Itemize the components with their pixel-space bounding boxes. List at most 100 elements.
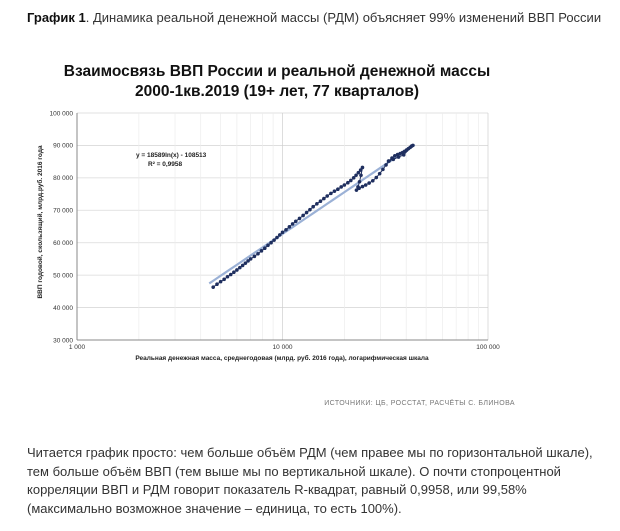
data-point <box>248 257 253 261</box>
data-point <box>401 153 406 157</box>
data-point <box>322 196 326 201</box>
x-tick-label: 1 000 <box>69 344 86 351</box>
data-point <box>215 282 219 287</box>
figure-caption: График 1. Динамика реальной денежной мас… <box>27 10 601 25</box>
data-point <box>386 159 391 163</box>
data-point <box>228 272 233 277</box>
data-point <box>318 199 323 204</box>
data-point <box>243 261 248 265</box>
chart-title: Взаимосвязь ВВП России и реальной денежн… <box>22 62 532 102</box>
data-point <box>311 204 315 209</box>
data-point <box>275 235 279 240</box>
data-point <box>396 155 401 159</box>
data-point <box>325 194 329 198</box>
data-point <box>297 216 302 221</box>
body-line-1: Читается график просто: чем больше объём… <box>27 445 593 460</box>
y-tick-label: 50 000 <box>53 272 73 279</box>
data-point <box>280 230 285 235</box>
data-point <box>377 171 382 176</box>
data-point <box>357 179 362 184</box>
data-point <box>391 157 396 162</box>
body-line-3: корреляции ВВП и РДМ говорит показатель … <box>27 482 527 497</box>
data-point <box>301 213 305 218</box>
data-point <box>370 178 375 183</box>
data-point <box>238 265 242 270</box>
data-point <box>284 227 288 232</box>
source-note: ИСТОЧНИКИ: ЦБ, РОССТАТ, РАСЧЁТЫ С. БЛИНО… <box>324 400 515 407</box>
trend-equation: y = 18589ln(x) - 108513 <box>136 152 207 159</box>
data-point <box>357 186 361 191</box>
data-point <box>262 246 267 251</box>
trend-r2: R² = 0,9958 <box>148 161 183 168</box>
data-point <box>304 210 309 215</box>
y-tick-label: 70 000 <box>53 208 73 215</box>
points-layer <box>211 143 415 289</box>
data-point <box>259 249 264 253</box>
data-point <box>315 202 319 206</box>
data-point <box>332 189 337 193</box>
data-point <box>346 180 350 185</box>
data-point <box>367 181 371 185</box>
trendline <box>208 143 416 285</box>
data-point <box>269 240 273 245</box>
data-point <box>235 268 239 272</box>
y-tick-label: 90 000 <box>53 143 73 150</box>
trend-layer <box>208 143 416 285</box>
data-point <box>329 191 333 196</box>
data-point <box>266 243 270 248</box>
data-point <box>336 187 340 192</box>
data-point <box>351 176 356 180</box>
data-point <box>359 173 363 178</box>
chart-title-line1: Взаимосвязь ВВП России и реальной денежн… <box>63 63 491 80</box>
data-point <box>218 279 223 284</box>
x-tick-label: 100 000 <box>476 344 500 351</box>
data-point <box>339 185 343 189</box>
data-point <box>342 183 347 187</box>
tick-layer: 30 000 40 000 50 000 60 000 70 000 80 000 90 0… <box>50 110 501 351</box>
data-point <box>349 178 353 183</box>
data-point <box>246 259 250 263</box>
y-tick-label: 40 000 <box>53 305 73 312</box>
y-axis-label: ВВП годовой, скользящий, млрд.руб. 2016 … <box>36 145 44 298</box>
data-point <box>290 222 295 226</box>
data-point <box>293 219 298 224</box>
body-line-4: (максимально возможное значение – единиц… <box>27 500 402 516</box>
body-paragraph: Читается график просто: чем больше объём… <box>27 444 602 518</box>
data-point <box>240 263 245 268</box>
data-point <box>354 188 359 192</box>
data-point <box>358 168 363 172</box>
data-point <box>287 225 292 229</box>
chart-frame <box>22 54 532 379</box>
x-tick-label: 10 000 <box>273 344 293 351</box>
data-point <box>232 270 236 275</box>
data-point <box>277 233 282 237</box>
data-point <box>381 167 385 172</box>
caption-prefix: График 1 <box>27 10 86 25</box>
data-point <box>354 173 358 178</box>
y-tick-label: 60 000 <box>53 240 73 247</box>
data-point <box>356 170 361 175</box>
body-line-2: тем больше объём ВВП (тем выше мы по вер… <box>27 463 561 479</box>
data-point <box>252 254 257 259</box>
data-point <box>360 165 365 170</box>
data-point <box>222 277 226 282</box>
data-point <box>384 163 388 167</box>
scatter-chart: 30 000 40 000 50 000 60 000 70 000 80 000 90 0… <box>36 110 501 362</box>
caption-text: . Динамика реальной денежной массы (РДМ)… <box>85 10 602 25</box>
y-tick-label: 30 000 <box>53 337 73 344</box>
data-point <box>374 175 379 180</box>
data-point <box>360 184 365 189</box>
grid-layer <box>76 112 489 341</box>
y-tick-label: 80 000 <box>53 175 73 182</box>
data-point <box>363 183 368 187</box>
data-point <box>308 207 312 212</box>
data-point <box>411 143 415 148</box>
data-point <box>272 238 276 242</box>
chart-title-line2: 2000-1кв.2019 (19+ лет, 77 кварталов) <box>134 83 420 100</box>
data-point <box>211 285 215 289</box>
x-axis-label: Реальная денежная масса, среднегодовая (… <box>135 354 429 362</box>
data-point <box>225 274 230 279</box>
data-point <box>393 154 397 158</box>
y-tick-label: 100 000 <box>50 110 74 117</box>
data-point <box>256 251 260 256</box>
